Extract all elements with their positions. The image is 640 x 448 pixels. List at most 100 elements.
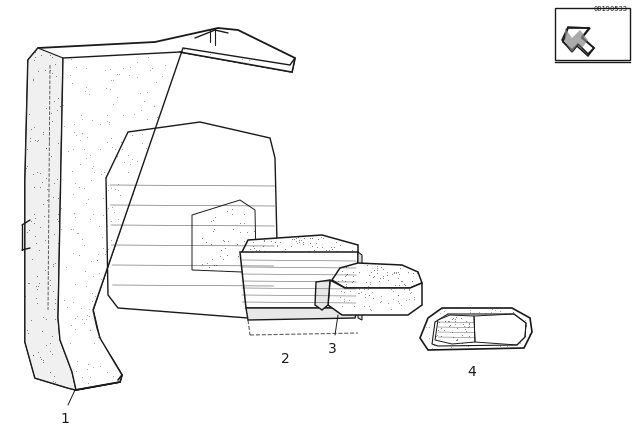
Point [394, 282, 404, 289]
Point [387, 285, 397, 293]
Point [125, 160, 135, 168]
Point [399, 285, 410, 292]
Point [77, 129, 87, 137]
Point [123, 168, 133, 175]
Point [390, 269, 401, 276]
Point [392, 291, 403, 298]
Point [457, 332, 467, 339]
Point [310, 240, 321, 247]
Point [105, 65, 115, 72]
Point [416, 332, 426, 339]
Point [287, 236, 298, 243]
Point [237, 267, 248, 275]
Point [26, 125, 36, 132]
Point [445, 327, 455, 334]
Point [108, 76, 118, 83]
Point [307, 242, 317, 250]
Point [296, 236, 307, 243]
Point [369, 273, 379, 280]
Point [344, 252, 354, 259]
Point [344, 250, 355, 258]
Polygon shape [565, 28, 588, 52]
Point [445, 321, 456, 328]
Point [257, 243, 268, 250]
Point [366, 306, 376, 313]
Point [521, 322, 531, 329]
Point [472, 323, 482, 330]
Point [492, 305, 502, 312]
Point [125, 63, 135, 70]
Point [100, 250, 110, 257]
Point [386, 306, 396, 313]
Point [38, 131, 48, 138]
Point [403, 285, 413, 293]
Point [454, 333, 464, 340]
Point [508, 312, 518, 319]
Point [390, 269, 401, 276]
Point [473, 332, 483, 340]
Point [294, 237, 304, 244]
Point [22, 327, 33, 334]
Point [106, 134, 116, 141]
Point [470, 332, 480, 340]
Point [259, 237, 269, 244]
Point [88, 163, 98, 170]
Point [330, 255, 340, 263]
Point [235, 219, 245, 226]
Point [41, 105, 51, 112]
Point [487, 325, 497, 332]
Point [93, 334, 104, 341]
Point [450, 315, 460, 323]
Point [438, 339, 448, 346]
Point [273, 243, 283, 250]
Point [388, 288, 399, 295]
Point [345, 284, 355, 291]
Point [444, 318, 454, 325]
Point [70, 326, 80, 333]
Point [330, 239, 340, 246]
Point [124, 71, 134, 78]
Polygon shape [315, 280, 330, 310]
Point [132, 158, 143, 165]
Point [204, 263, 214, 271]
Point [46, 109, 56, 116]
Point [307, 235, 317, 242]
Point [374, 277, 384, 284]
Point [407, 277, 417, 284]
Point [383, 299, 393, 306]
Point [34, 246, 44, 254]
Point [53, 211, 63, 218]
Point [66, 55, 76, 62]
Text: 4: 4 [468, 365, 476, 379]
Point [93, 223, 104, 230]
Point [50, 315, 60, 323]
Point [452, 336, 462, 344]
Point [326, 254, 336, 262]
Point [490, 306, 500, 314]
Point [348, 251, 358, 258]
Point [516, 320, 527, 327]
Point [431, 333, 442, 340]
Point [35, 169, 45, 176]
Point [40, 236, 51, 243]
Point [57, 343, 67, 350]
Point [408, 270, 418, 277]
Point [372, 264, 382, 271]
Point [113, 215, 123, 223]
Point [339, 295, 349, 302]
Point [100, 84, 111, 91]
Point [505, 344, 515, 351]
Point [84, 313, 94, 320]
Point [367, 295, 378, 302]
Point [447, 316, 457, 323]
Point [325, 251, 335, 258]
Point [364, 271, 374, 279]
Point [243, 248, 253, 255]
Point [340, 277, 350, 284]
Point [297, 254, 307, 262]
Point [87, 164, 97, 171]
Point [465, 306, 476, 314]
Point [440, 341, 451, 349]
Point [24, 110, 34, 117]
Point [123, 151, 133, 159]
